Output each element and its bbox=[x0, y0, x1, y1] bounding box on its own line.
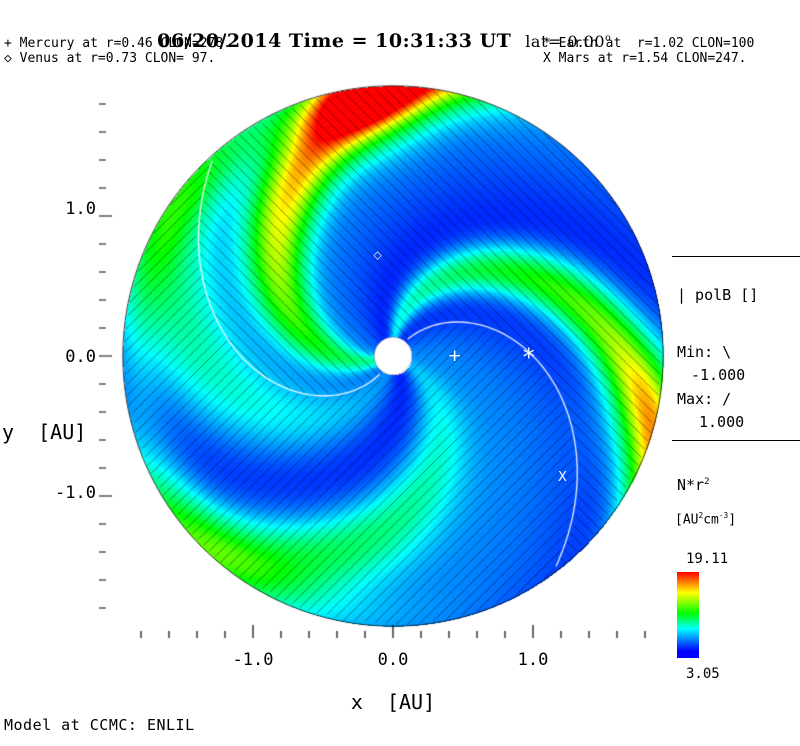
colorbar-units: [AU2cm-3] bbox=[675, 511, 736, 527]
title-datetime: 06/20/2014 Time = 10:31:33 UT bbox=[157, 30, 512, 52]
legend-venus: ◇ Venus at r=0.73 CLON= 97. bbox=[4, 51, 216, 66]
y-tick-m1: -1.0 bbox=[55, 483, 96, 503]
x-tick-0: 0.0 bbox=[377, 650, 409, 670]
polb-max-line: Max: / bbox=[677, 390, 731, 408]
legend-mars: X Mars at r=1.54 CLON=247. bbox=[543, 51, 747, 66]
y-axis-label: y [AU] bbox=[2, 420, 87, 444]
polb-min-value: -1.000 bbox=[691, 366, 746, 384]
polb-max-value: 1.000 bbox=[699, 413, 745, 431]
polb-title: | polB [] bbox=[677, 286, 759, 304]
legend-earth: * Earth at r=1.02 CLON=100 bbox=[543, 36, 755, 51]
title-lat: lat= 0.00 bbox=[525, 32, 605, 51]
colorbar-quantity-sup: 2 bbox=[704, 477, 710, 487]
x-tick-1: 1.0 bbox=[517, 650, 549, 670]
colorbar-max-value: 19.11 bbox=[686, 551, 729, 567]
backslash-hatch-glyph: \ bbox=[722, 343, 732, 361]
colorbar-quantity: N*r2 bbox=[677, 476, 710, 494]
units-close: ] bbox=[728, 512, 737, 528]
slash-hatch-glyph: / bbox=[722, 390, 732, 408]
legend-mercury: + Mercury at r=0.46 CLON=278. bbox=[4, 36, 231, 51]
y-tick-0: 0.0 bbox=[65, 347, 96, 367]
colorbar-min-value: 3.05 bbox=[686, 666, 720, 682]
polb-separator-bottom bbox=[672, 440, 800, 441]
x-tick-m1: -1.0 bbox=[232, 650, 274, 670]
polb-max-label: Max: bbox=[677, 390, 714, 408]
plot-title: 06/20/2014 Time = 10:31:33 UT lat= 0.00o bbox=[20, 8, 720, 74]
colorbar-quantity-text: N*r bbox=[677, 476, 705, 494]
x-axis-label: x [AU] bbox=[350, 690, 436, 714]
polb-min-line: Min: \ bbox=[677, 343, 731, 361]
y-tick-1: 1.0 bbox=[65, 199, 96, 219]
units-open: [AU bbox=[675, 512, 699, 528]
colorbar-gradient bbox=[677, 572, 699, 658]
units-sup2: -3 bbox=[718, 511, 729, 520]
polb-min-label: Min: bbox=[677, 343, 714, 361]
units-mid: cm bbox=[703, 512, 719, 528]
units-sup1: 2 bbox=[698, 511, 704, 520]
degree-sup: o bbox=[605, 32, 612, 44]
polb-separator-top bbox=[672, 256, 800, 257]
model-footer: Model at CCMC: ENLIL bbox=[4, 716, 195, 734]
